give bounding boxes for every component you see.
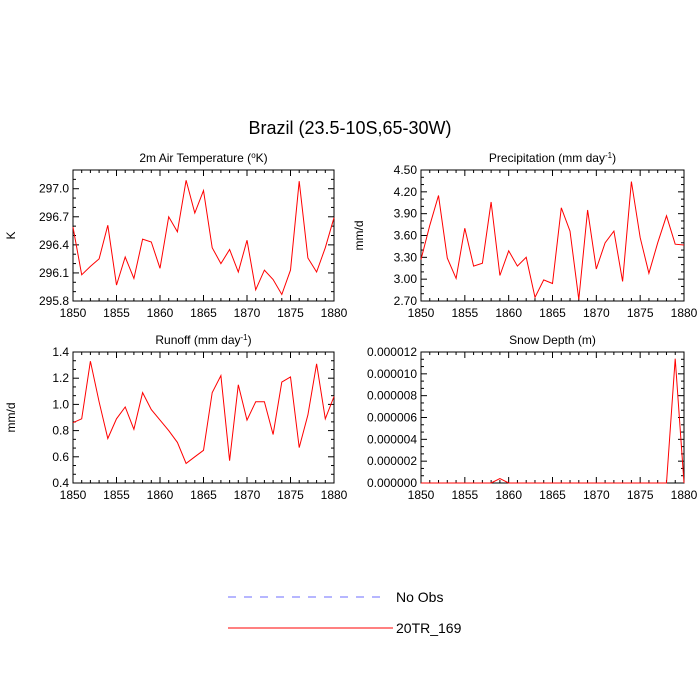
panel-1: Precipitation (mm day-1) 1850 1855 1860 1865… [352, 151, 698, 321]
panel-3-title: Snow Depth (m) [509, 333, 596, 347]
y-axis-label: K [4, 231, 18, 239]
panel-0: 2m Air Temperature (oK) 1850 1855 1860 1865 1… [4, 151, 348, 321]
y-tick-label: 296.1 [39, 266, 69, 280]
x-tick-label: 1860 [495, 488, 522, 502]
y-tick-label: 297.0 [39, 182, 69, 196]
x-tick-label: 1850 [408, 488, 435, 502]
y-tick-label: 0.6 [52, 450, 69, 464]
x-tick-label: 1855 [103, 488, 130, 502]
y-tick-label: 4.20 [394, 185, 418, 199]
panel-0-title: 2m Air Temperature (oK) [139, 151, 267, 166]
x-tick-label: 1860 [147, 306, 174, 320]
x-tick-label: 1880 [671, 306, 698, 320]
y-tick-label: 3.30 [394, 250, 418, 264]
y-tick-label: 0.8 [52, 424, 69, 438]
x-tick-label: 1865 [539, 306, 566, 320]
y-tick-label: 0.000002 [367, 454, 417, 468]
x-tick-label: 1875 [627, 306, 654, 320]
y-tick-label: 0.000012 [367, 345, 417, 359]
y-tick-label: 296.7 [39, 210, 69, 224]
series-line-20TR_169 [72, 361, 335, 465]
x-tick-label: 1870 [234, 488, 261, 502]
x-tick-label: 1875 [277, 488, 304, 502]
y-tick-label: 1.2 [52, 371, 69, 385]
series-line-20TR_169 [420, 181, 685, 300]
x-tick-label: 1870 [583, 488, 610, 502]
panel-3: Snow Depth (m) 1850 1855 1860 1865 1870 1875 18… [367, 333, 698, 502]
legend-label-no-obs: No Obs [396, 589, 443, 605]
y-tick-label: 3.60 [394, 229, 418, 243]
y-axis-label: mm/d [352, 221, 366, 251]
series-line-20TR_169 [421, 358, 685, 484]
y-tick-label: 0.000006 [367, 411, 417, 425]
series-line-20TR_169 [72, 180, 335, 296]
x-tick-label: 1880 [321, 306, 348, 320]
y-tick-label: 1.0 [52, 397, 69, 411]
legend: No Obs 20TR_169 [228, 589, 462, 636]
x-tick-label: 1870 [234, 306, 261, 320]
x-tick-label: 1875 [277, 306, 304, 320]
x-tick-label: 1865 [539, 488, 566, 502]
y-tick-label: 0.000000 [367, 476, 417, 490]
x-tick-label: 1880 [671, 488, 698, 502]
x-tick-label: 1870 [583, 306, 610, 320]
y-tick-label: 0.000008 [367, 389, 417, 403]
panel-2: Runoff (mm day-1) 1850 1855 1860 1865 1870 187… [4, 333, 348, 503]
x-tick-label: 1850 [60, 488, 87, 502]
panels: 2m Air Temperature (oK) 1850 1855 1860 1865 1… [4, 151, 698, 503]
x-tick-label: 1865 [190, 306, 217, 320]
y-tick-label: 1.4 [52, 345, 69, 359]
x-tick-label: 1855 [103, 306, 130, 320]
y-tick-label: 2.70 [394, 294, 418, 308]
x-tick-label: 1850 [408, 306, 435, 320]
y-tick-label: 296.4 [39, 238, 69, 252]
y-tick-label: 0.000004 [367, 432, 417, 446]
panel-2-title: Runoff (mm day-1) [155, 333, 251, 348]
x-tick-label: 1855 [451, 488, 478, 502]
x-tick-label: 1860 [495, 306, 522, 320]
x-tick-label: 1875 [627, 488, 654, 502]
x-tick-label: 1855 [451, 306, 478, 320]
x-tick-label: 1880 [321, 488, 348, 502]
y-tick-label: 0.4 [52, 476, 69, 490]
x-tick-label: 1860 [147, 488, 174, 502]
legend-label-20tr: 20TR_169 [396, 620, 462, 636]
figure-title: Brazil (23.5-10S,65-30W) [248, 118, 451, 138]
panel-1-title: Precipitation (mm day-1) [489, 151, 616, 166]
y-tick-label: 3.90 [394, 207, 418, 221]
y-axis-label: mm/d [4, 403, 18, 433]
y-tick-label: 0.000010 [367, 367, 417, 381]
y-tick-label: 295.8 [39, 294, 69, 308]
x-tick-label: 1865 [190, 488, 217, 502]
x-tick-label: 1850 [60, 306, 87, 320]
y-tick-label: 4.50 [394, 163, 418, 177]
y-tick-label: 3.00 [394, 272, 418, 286]
